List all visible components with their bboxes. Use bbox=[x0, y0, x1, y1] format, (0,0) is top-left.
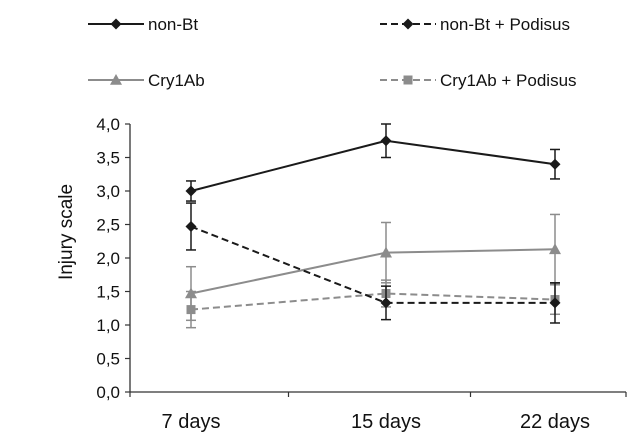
legend-marker bbox=[110, 74, 122, 85]
legend-marker bbox=[402, 18, 414, 30]
y-tick-label: 4,0 bbox=[96, 115, 120, 134]
plot-area bbox=[185, 123, 561, 329]
data-point bbox=[549, 297, 561, 309]
series-cry1ab-podisus bbox=[186, 279, 560, 329]
data-point bbox=[380, 246, 392, 258]
series-line bbox=[190, 248, 556, 295]
legend-entry-cry1ab-podisus: Cry1Ab + Podisus bbox=[380, 71, 577, 90]
series-line bbox=[190, 292, 556, 311]
data-point bbox=[186, 305, 196, 315]
legend-label: non-Bt bbox=[148, 15, 198, 34]
y-tick-label: 0,5 bbox=[96, 350, 120, 369]
series-line bbox=[190, 139, 556, 192]
x-tick-label: 22 days bbox=[520, 411, 590, 433]
data-point bbox=[185, 185, 197, 197]
y-tick-label: 1,0 bbox=[96, 316, 120, 335]
x-tick-label: 7 days bbox=[162, 411, 221, 433]
series-non-bt bbox=[185, 123, 561, 202]
legend-entry-non-bt-podisus: non-Bt + Podisus bbox=[380, 15, 570, 34]
data-point bbox=[549, 243, 561, 255]
y-tick-label: 1,5 bbox=[96, 283, 120, 302]
y-tick-label: 3,0 bbox=[96, 182, 120, 201]
legend-label: non-Bt + Podisus bbox=[440, 15, 570, 34]
x-tick-label: 15 days bbox=[351, 411, 421, 433]
y-tick-label: 0,0 bbox=[96, 383, 120, 402]
data-point bbox=[380, 297, 392, 309]
legend-label: Cry1Ab + Podisus bbox=[440, 71, 577, 90]
y-tick-label: 2,5 bbox=[96, 216, 120, 235]
legend-label: Cry1Ab bbox=[148, 71, 205, 90]
series-line bbox=[190, 225, 555, 304]
data-point bbox=[380, 135, 392, 147]
legend-marker bbox=[403, 75, 413, 85]
data-point bbox=[549, 158, 561, 170]
legend: non-Bt non-Bt + Podisus Cry1Ab Cry1Ab + Pod… bbox=[88, 15, 577, 90]
y-axis-label: Injury scale bbox=[56, 184, 77, 280]
series-non-bt-podisus bbox=[185, 202, 561, 324]
y-tick-label: 2,0 bbox=[96, 249, 120, 268]
legend-entry-cry1ab: Cry1Ab bbox=[88, 71, 205, 90]
axes: 0,0 0,5 1,0 1,5 2,0 2,5 3,0 3,5 4,0 7 days 15 days… bbox=[96, 115, 627, 433]
y-tick-label: 3,5 bbox=[96, 149, 120, 168]
legend-marker bbox=[110, 18, 122, 30]
data-point bbox=[185, 221, 197, 233]
legend-entry-non-bt: non-Bt bbox=[88, 15, 198, 34]
